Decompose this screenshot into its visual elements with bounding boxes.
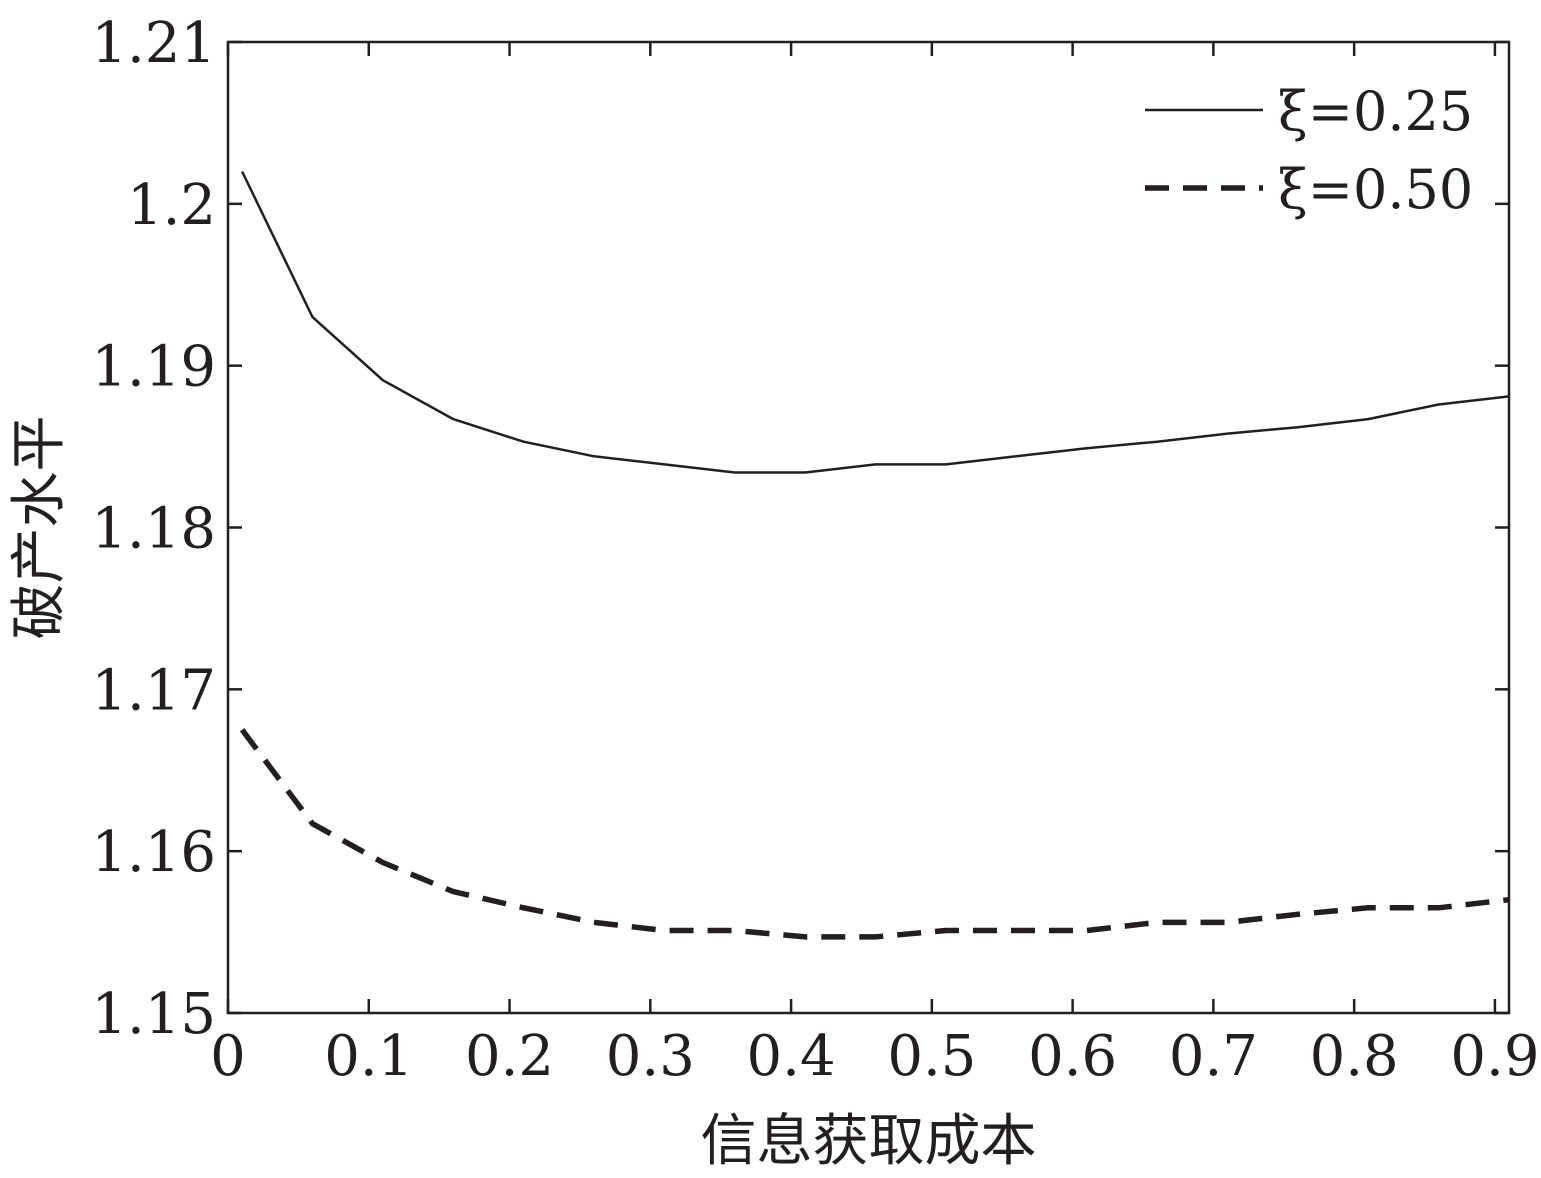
legend-label-2: ξ=0.50 (1278, 158, 1473, 221)
legend-label-1: ξ=0.25 (1278, 80, 1473, 143)
y-tick-label: 1.17 (91, 658, 216, 723)
y-tick-label: 1.2 (127, 173, 216, 238)
x-tick-label: 0 (210, 1024, 246, 1089)
y-tick-label: 1.21 (91, 11, 216, 76)
x-tick-label: 0.6 (1028, 1024, 1117, 1089)
x-tick-label: 0.1 (324, 1024, 413, 1089)
x-tick-label: 0.2 (465, 1024, 554, 1089)
x-axis-title: 信息获取成本 (701, 1109, 1037, 1174)
y-tick-label: 1.19 (91, 335, 216, 400)
legend: ξ=0.25 ξ=0.50 (1145, 80, 1473, 221)
x-axis: 0 0.1 0.2 0.3 0.4 0.5 0.6 0.7 0.8 0.9 (210, 42, 1539, 1089)
y-axis-title: 破产水平 (7, 416, 72, 640)
series-line-2 (239, 728, 1510, 940)
x-tick-label: 0.8 (1310, 1024, 1399, 1089)
y-tick-label: 1.15 (91, 982, 216, 1047)
y-axis: 1.15 1.16 1.17 1.18 1.19 1.2 1.21 (91, 11, 1509, 1047)
x-tick-label: 0.9 (1450, 1024, 1539, 1089)
y-tick-label: 1.18 (91, 497, 216, 562)
x-tick-label: 0.3 (606, 1024, 695, 1089)
x-tick-label: 0.4 (747, 1024, 836, 1089)
series-lines (239, 170, 1510, 940)
x-tick-label: 0.5 (887, 1024, 976, 1089)
y-tick-label: 1.16 (91, 820, 216, 885)
series-line-1 (240, 170, 1510, 474)
x-tick-label: 0.7 (1169, 1024, 1258, 1089)
